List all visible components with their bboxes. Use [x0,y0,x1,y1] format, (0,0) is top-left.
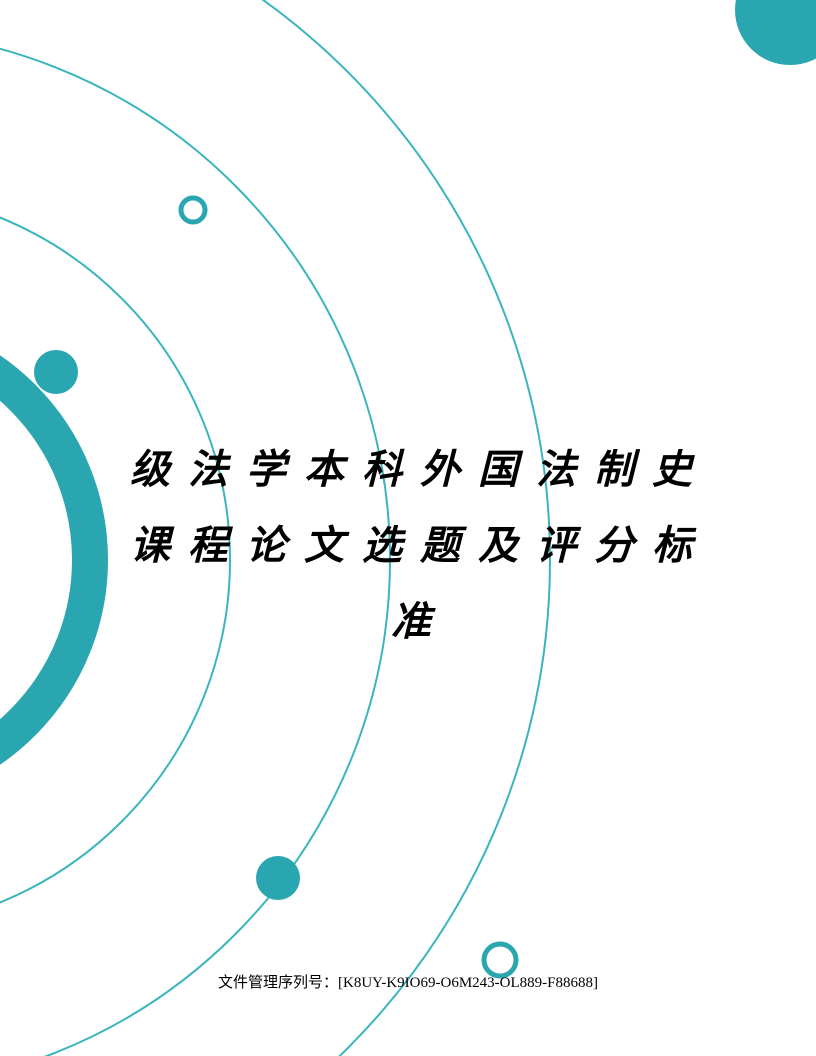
footer-label: 文件管理序列号： [218,975,338,991]
footer-code: [K8UY-K9IO69-O6M243-OL889-F88688] [338,975,598,991]
corner-blob [735,0,816,65]
title-line-1: 级法学本科外国法制史 [90,432,750,508]
dot-solid-upper [34,350,78,394]
title-line-3: 准 [90,584,750,660]
title-line-2: 课程论文选题及评分标 [90,508,750,584]
dot-solid-lower [256,856,300,900]
dot-hollow-upper [181,198,205,222]
document-title: 级法学本科外国法制史 课程论文选题及评分标 准 [90,432,750,660]
footer-serial: 文件管理序列号：[K8UY-K9IO69-O6M243-OL889-F88688… [0,971,816,992]
